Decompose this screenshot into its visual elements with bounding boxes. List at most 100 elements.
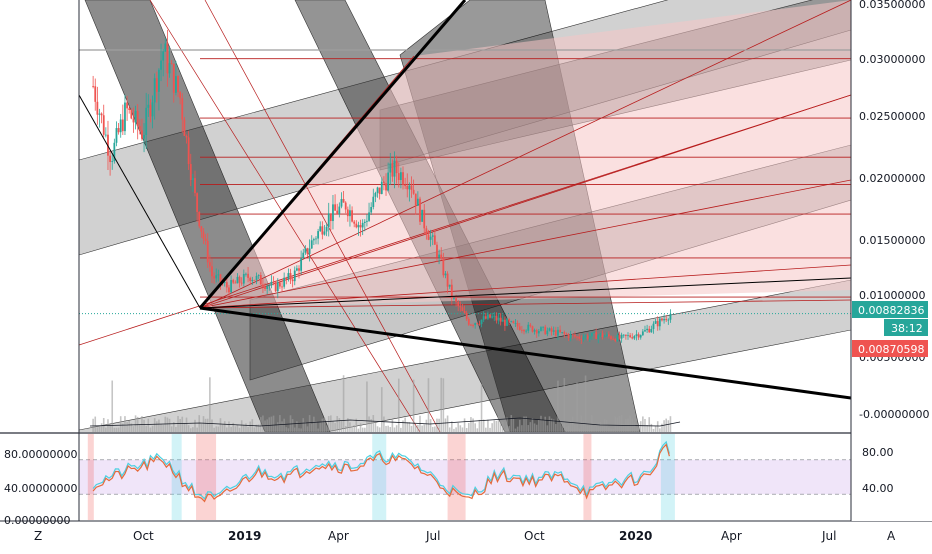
rsi-left-tick: 40.00000000	[4, 482, 77, 495]
candle-body	[544, 326, 547, 335]
volume-bar	[196, 427, 198, 432]
price-tick: 0.02000000	[859, 172, 925, 185]
volume-bar	[172, 422, 175, 432]
candle-body	[588, 336, 591, 339]
volume-bar	[421, 425, 423, 432]
volume-bar	[612, 428, 614, 432]
candle-body	[153, 78, 156, 103]
volume-bar	[245, 423, 247, 432]
price-axis[interactable]	[851, 0, 932, 521]
candle-body	[245, 273, 247, 275]
volume-bar	[559, 421, 561, 432]
volume-bar	[206, 418, 209, 432]
volume-bar	[423, 424, 426, 432]
volume-bar	[637, 425, 640, 432]
candle-body	[102, 115, 105, 135]
candle-body	[172, 63, 175, 93]
volume-bar	[614, 416, 617, 432]
candle-body	[304, 248, 307, 253]
candle-body	[635, 334, 638, 337]
volume-bar	[336, 416, 339, 432]
volume-bar	[102, 417, 105, 432]
candle-body	[223, 282, 226, 284]
time-label: 2019	[228, 529, 261, 543]
volume-bar	[448, 427, 451, 432]
candle-body	[395, 160, 398, 174]
volume-bar	[646, 424, 648, 432]
volume-bar	[228, 421, 230, 432]
candle-body	[552, 330, 555, 332]
candle-body	[310, 240, 313, 249]
candle-body	[665, 319, 668, 321]
candle-body	[410, 185, 413, 190]
candle-body	[344, 202, 347, 210]
volume-bar	[434, 426, 436, 432]
volume-bar	[128, 420, 131, 432]
volume-bar	[622, 424, 625, 432]
auto-scale-button[interactable]: A	[887, 529, 896, 543]
volume-bar	[215, 426, 218, 432]
volume-bar	[143, 419, 145, 432]
candle-body	[607, 334, 610, 337]
candle-body	[470, 324, 472, 326]
candle-body	[629, 335, 632, 338]
volume-bar	[149, 427, 152, 432]
rsi-right-tick: 40.00	[862, 482, 894, 495]
candle-body	[667, 319, 670, 321]
volume-bar	[482, 419, 485, 432]
volume-bar	[342, 375, 345, 432]
volume-bar	[192, 427, 194, 432]
candle-body	[633, 336, 636, 339]
candle-body	[408, 185, 411, 190]
time-axis[interactable]: Oct 2019 Apr Jul Oct 2020 Apr Jul	[133, 529, 836, 543]
rsi-left-tick: 80.00000000	[4, 448, 77, 461]
last-price-badge	[852, 301, 928, 318]
candle-body	[397, 173, 400, 180]
zoom-button[interactable]: Z	[34, 529, 42, 543]
volume-bar	[223, 421, 226, 432]
fan-ray	[199, 299, 851, 309]
candle-body	[281, 286, 283, 288]
candle-body	[264, 286, 266, 289]
volume-bar	[533, 423, 536, 432]
volume-bar	[98, 425, 101, 432]
candles	[92, 29, 672, 344]
candle-body	[378, 187, 381, 194]
candle-body	[340, 199, 343, 207]
volume-bar	[334, 422, 336, 432]
candle-body	[383, 181, 385, 184]
candle-body	[185, 135, 188, 138]
candle-body	[569, 334, 572, 339]
candle-body	[325, 226, 328, 232]
candle-body	[525, 330, 528, 332]
price-axis-labels: 0.03500000 0.03000000 0.02500000 0.02000…	[859, 0, 929, 421]
candle-body	[257, 275, 260, 276]
volume-bar	[291, 419, 294, 432]
volume-bar	[298, 428, 300, 432]
volume-bar	[300, 428, 302, 432]
rsi-indicator	[79, 434, 851, 520]
volume-bars	[89, 375, 681, 432]
candle-body	[113, 142, 116, 162]
candle-body	[329, 213, 332, 222]
volume-bar	[512, 418, 515, 432]
candle-body	[353, 221, 356, 224]
volume-bar	[544, 416, 547, 432]
volume-bar	[160, 424, 162, 432]
volume-bar	[588, 423, 591, 432]
candle-body	[168, 63, 171, 74]
candle-body	[117, 128, 120, 133]
volume-bar	[557, 380, 559, 432]
volume-bar	[370, 419, 372, 432]
candle-body	[236, 276, 239, 284]
time-label: Jul	[821, 529, 836, 543]
volume-bar	[117, 427, 120, 432]
volume-bar	[319, 422, 322, 432]
volume-bar	[667, 420, 670, 432]
candle-body	[240, 282, 243, 284]
candle-body	[170, 63, 173, 64]
candle-body	[641, 331, 644, 336]
candle-body	[372, 196, 375, 208]
